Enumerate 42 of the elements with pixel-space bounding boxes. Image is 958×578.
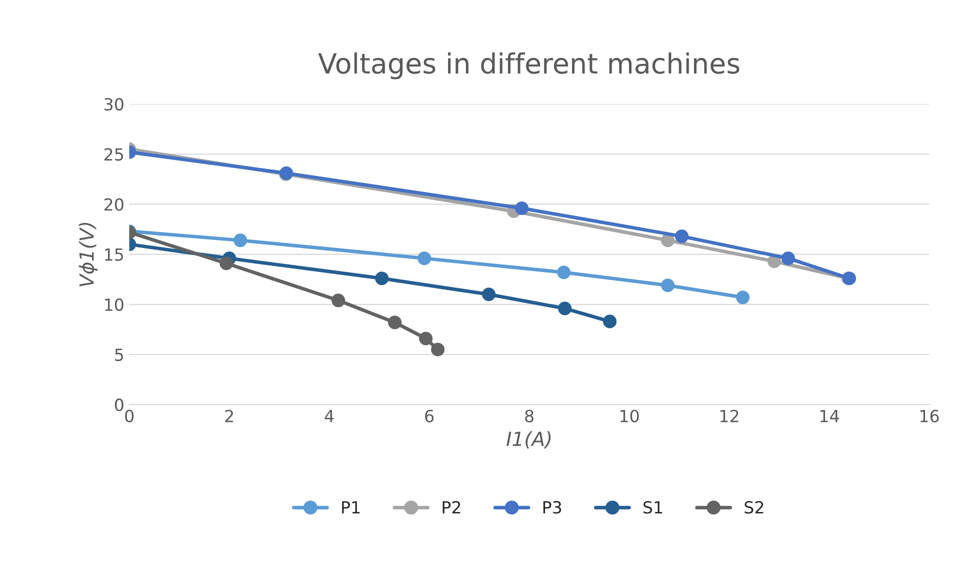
- x-tick-label: 8: [525, 410, 534, 422]
- point: [557, 266, 571, 280]
- y-axis-title: Vϕ1(V): [78, 222, 98, 286]
- legend-label: S2: [744, 501, 764, 514]
- point: [558, 302, 572, 316]
- x-tick-label: 10: [620, 410, 639, 422]
- point: [220, 256, 234, 270]
- point: [782, 252, 796, 266]
- x-tick-label: 12: [720, 410, 738, 422]
- point: [482, 288, 496, 302]
- point: [388, 316, 402, 330]
- point: [332, 294, 346, 308]
- point: [661, 278, 675, 292]
- chart-title: Voltages in different machines: [318, 52, 740, 80]
- legend-label: P1: [342, 501, 360, 514]
- y-tick-label: 0: [114, 398, 124, 412]
- y-tick-label: 20: [104, 198, 124, 211]
- legend-label: S1: [644, 501, 662, 514]
- x-tick-label: 14: [820, 410, 839, 422]
- point: [418, 252, 432, 266]
- point: [375, 272, 389, 286]
- point: [661, 234, 675, 248]
- y-tick-label: 30: [104, 98, 124, 111]
- x-tick-label: 4: [324, 410, 334, 422]
- point: [515, 201, 529, 216]
- x-tick-label: 2: [225, 410, 233, 422]
- x-tick-label: 0: [125, 410, 134, 422]
- x-tick-label: 16: [920, 410, 939, 422]
- y-tick-label: 10: [105, 298, 124, 311]
- point: [736, 290, 750, 304]
- legend-label: P2: [442, 501, 460, 514]
- point: [419, 332, 433, 346]
- y-tick-label: 5: [115, 348, 124, 362]
- point: [603, 314, 617, 328]
- legend-label: P3: [543, 501, 562, 514]
- y-tick-label: 25: [104, 148, 124, 161]
- point: [234, 234, 248, 248]
- x-axis-title: I1(A): [506, 431, 551, 448]
- y-tick-label: 15: [105, 248, 124, 261]
- point: [675, 230, 689, 244]
- x-tick-label: 6: [425, 410, 434, 422]
- point: [431, 342, 445, 356]
